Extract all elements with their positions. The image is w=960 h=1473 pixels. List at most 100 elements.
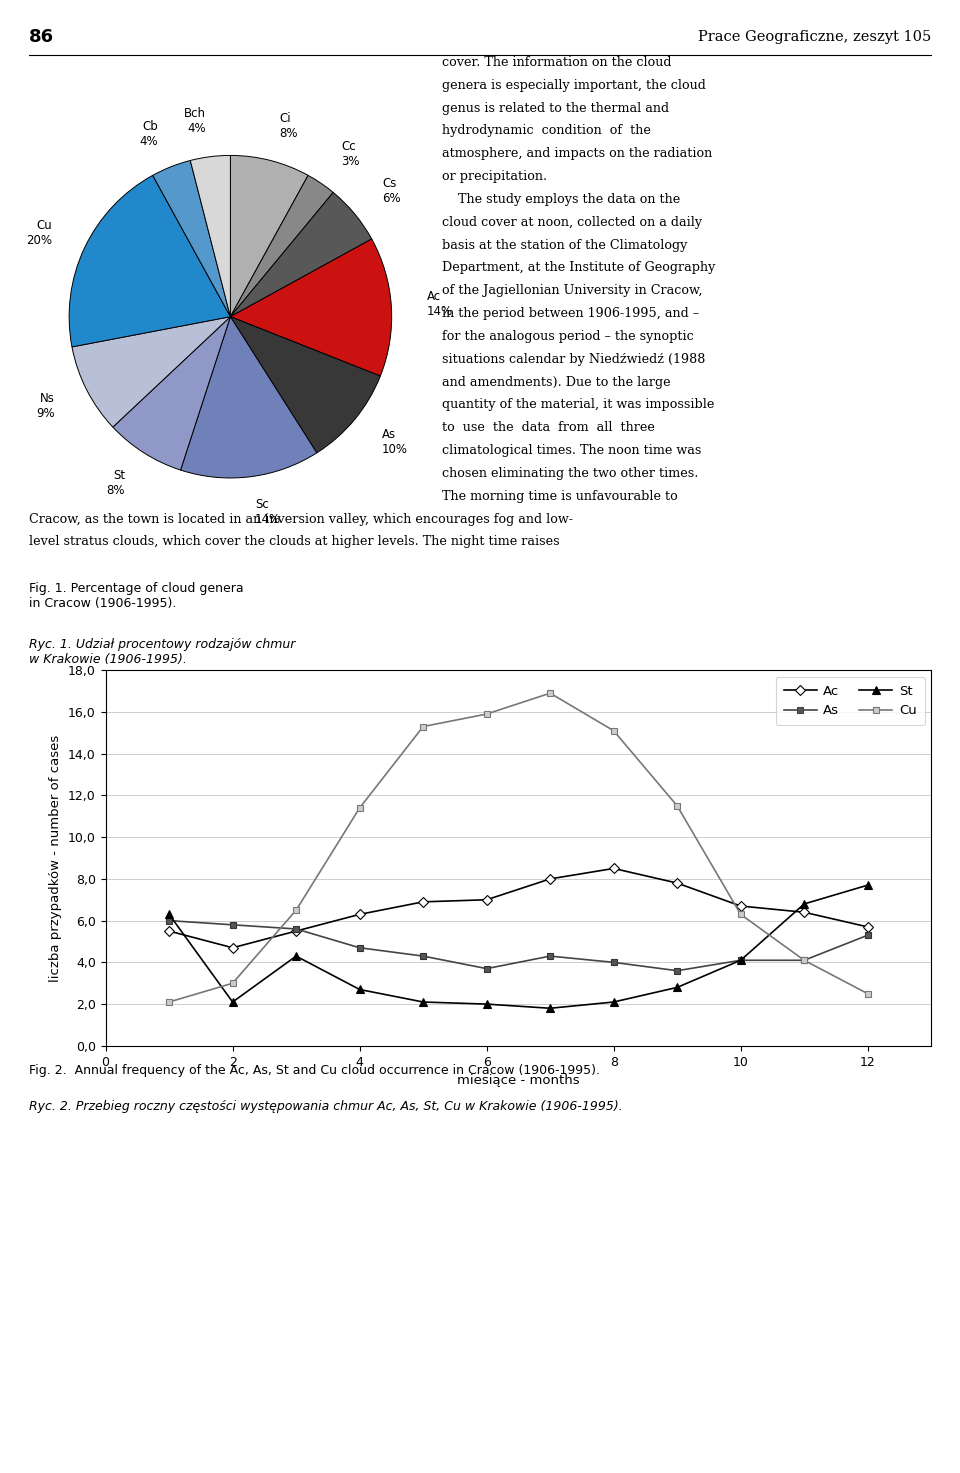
Text: Ns
9%: Ns 9% [36, 392, 55, 420]
Cu [862, 985, 874, 1003]
Text: 86: 86 [29, 28, 54, 46]
Text: Fig. 1. Percentage of cloud genera
in Cracow (1906-1995).: Fig. 1. Percentage of cloud genera in Cr… [29, 582, 244, 610]
Wedge shape [230, 239, 392, 376]
St [799, 896, 810, 913]
Wedge shape [180, 317, 317, 477]
Cu [735, 906, 747, 924]
As [481, 960, 492, 978]
Text: Bch
4%: Bch 4% [183, 108, 205, 136]
Ac [735, 897, 747, 915]
Text: Cu
20%: Cu 20% [26, 219, 53, 247]
Wedge shape [230, 193, 372, 317]
Text: The study employs the data on the: The study employs the data on the [442, 193, 680, 206]
Text: for the analogous period – the synoptic: for the analogous period – the synoptic [442, 330, 693, 343]
As [799, 952, 810, 969]
Y-axis label: liczba przypadków - number of cases: liczba przypadków - number of cases [50, 735, 62, 981]
Ac [227, 938, 238, 956]
Cu [608, 722, 619, 739]
Text: to  use  the  data  from  all  three: to use the data from all three [442, 421, 655, 435]
St [671, 978, 683, 996]
Line: St: St [165, 881, 872, 1012]
As [290, 921, 301, 938]
Text: Prace Geograficzne, zeszyt 105: Prace Geograficzne, zeszyt 105 [698, 29, 931, 44]
Cu [354, 798, 366, 816]
Line: Ac: Ac [166, 865, 871, 952]
Text: The morning time is unfavourable to: The morning time is unfavourable to [442, 489, 678, 502]
Line: Cu: Cu [166, 689, 871, 1006]
Text: hydrodynamic  condition  of  the: hydrodynamic condition of the [442, 125, 651, 137]
Text: Cb
4%: Cb 4% [139, 119, 158, 147]
Wedge shape [153, 161, 230, 317]
Text: Department, at the Institute of Geography: Department, at the Institute of Geograph… [442, 262, 715, 274]
Wedge shape [72, 317, 230, 427]
Text: St
8%: St 8% [107, 468, 125, 496]
St [608, 993, 619, 1010]
St [418, 993, 429, 1010]
Wedge shape [69, 175, 230, 348]
Ac [799, 903, 810, 921]
Wedge shape [230, 175, 333, 317]
Ac [163, 922, 175, 940]
St [163, 906, 175, 924]
Cu [163, 993, 175, 1010]
Text: Ci
8%: Ci 8% [279, 112, 298, 140]
Text: and amendments). Due to the large: and amendments). Due to the large [442, 376, 670, 389]
As [354, 938, 366, 956]
As [544, 947, 556, 965]
Text: or precipitation.: or precipitation. [442, 171, 547, 183]
Text: in the period between 1906-1995, and –: in the period between 1906-1995, and – [442, 308, 699, 320]
Cu [799, 952, 810, 969]
As [862, 927, 874, 944]
Cu [671, 797, 683, 815]
Text: atmosphere, and impacts on the radiation: atmosphere, and impacts on the radiation [442, 147, 712, 161]
St [227, 993, 238, 1010]
Cu [481, 706, 492, 723]
Text: of the Jagiellonian University in Cracow,: of the Jagiellonian University in Cracow… [442, 284, 702, 298]
Text: situations calendar by Niedźwiedź (1988: situations calendar by Niedźwiedź (1988 [442, 354, 705, 365]
Text: Cs
6%: Cs 6% [382, 177, 400, 205]
As [163, 912, 175, 929]
As [608, 953, 619, 971]
St [290, 947, 301, 965]
Ac [544, 871, 556, 888]
X-axis label: miesiące - months: miesiące - months [457, 1074, 580, 1087]
Wedge shape [230, 317, 380, 452]
Text: Fig. 2.  Annual frequency of the Ac, As, St and Cu cloud occurrence in Cracow (1: Fig. 2. Annual frequency of the Ac, As, … [29, 1064, 600, 1077]
Ac [608, 860, 619, 878]
Text: Cc
3%: Cc 3% [341, 140, 359, 168]
Ac [862, 918, 874, 935]
Text: chosen eliminating the two other times.: chosen eliminating the two other times. [442, 467, 698, 480]
Ac [481, 891, 492, 909]
As [735, 952, 747, 969]
Text: genus is related to the thermal and: genus is related to the thermal and [442, 102, 669, 115]
Text: basis at the station of the Climatology: basis at the station of the Climatology [442, 239, 687, 252]
St [481, 996, 492, 1013]
Text: Cracow, as the town is located in an inversion valley, which encourages fog and : Cracow, as the town is located in an inv… [29, 513, 573, 526]
Text: climatological times. The noon time was: climatological times. The noon time was [442, 445, 701, 457]
Ac [418, 893, 429, 910]
As [227, 916, 238, 934]
Cu [227, 975, 238, 993]
Wedge shape [230, 156, 308, 317]
As [671, 962, 683, 980]
Text: quantity of the material, it was impossible: quantity of the material, it was impossi… [442, 399, 714, 411]
Text: cover. The information on the cloud: cover. The information on the cloud [442, 56, 671, 69]
Cu [290, 901, 301, 919]
Text: level stratus clouds, which cover the clouds at higher levels. The night time ra: level stratus clouds, which cover the cl… [29, 536, 560, 548]
St [862, 876, 874, 894]
Wedge shape [190, 156, 230, 317]
Text: As
10%: As 10% [382, 429, 408, 457]
St [735, 952, 747, 969]
Text: cloud cover at noon, collected on a daily: cloud cover at noon, collected on a dail… [442, 217, 702, 228]
St [544, 999, 556, 1016]
Text: Sc
14%: Sc 14% [255, 498, 281, 526]
Text: Ac
14%: Ac 14% [427, 290, 453, 318]
Ac [354, 906, 366, 924]
As [418, 947, 429, 965]
St [354, 981, 366, 999]
Cu [418, 717, 429, 735]
Wedge shape [113, 317, 230, 470]
Ac [290, 922, 301, 940]
Text: genera is especially important, the cloud: genera is especially important, the clou… [442, 78, 706, 91]
Legend: Ac, As, St, Cu: Ac, As, St, Cu [776, 676, 924, 725]
